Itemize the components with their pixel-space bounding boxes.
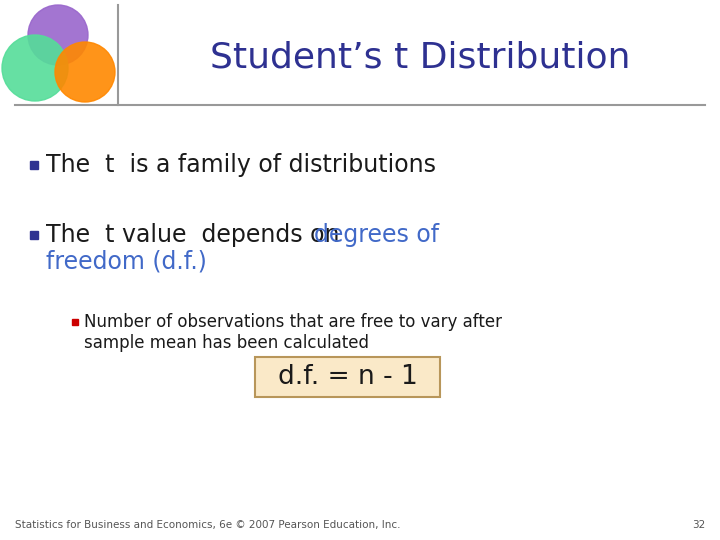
Bar (30, 231, 38, 239)
Text: 32: 32 (692, 520, 705, 530)
Text: freedom (d.f.): freedom (d.f.) (46, 250, 207, 274)
Text: The  t value  depends on: The t value depends on (46, 223, 347, 247)
Circle shape (55, 42, 115, 102)
Circle shape (2, 35, 68, 101)
Text: Student’s t Distribution: Student’s t Distribution (210, 41, 630, 75)
Bar (30, 161, 38, 169)
FancyBboxPatch shape (255, 357, 440, 397)
Text: degrees of: degrees of (314, 223, 439, 247)
Text: d.f. = n - 1: d.f. = n - 1 (278, 364, 418, 390)
Bar (72, 319, 78, 325)
Text: The  t  is a family of distributions: The t is a family of distributions (46, 153, 436, 177)
Circle shape (28, 5, 88, 65)
Text: Statistics for Business and Economics, 6e © 2007 Pearson Education, Inc.: Statistics for Business and Economics, 6… (15, 520, 400, 530)
Text: Number of observations that are free to vary after: Number of observations that are free to … (84, 313, 502, 331)
Text: sample mean has been calculated: sample mean has been calculated (84, 334, 369, 352)
